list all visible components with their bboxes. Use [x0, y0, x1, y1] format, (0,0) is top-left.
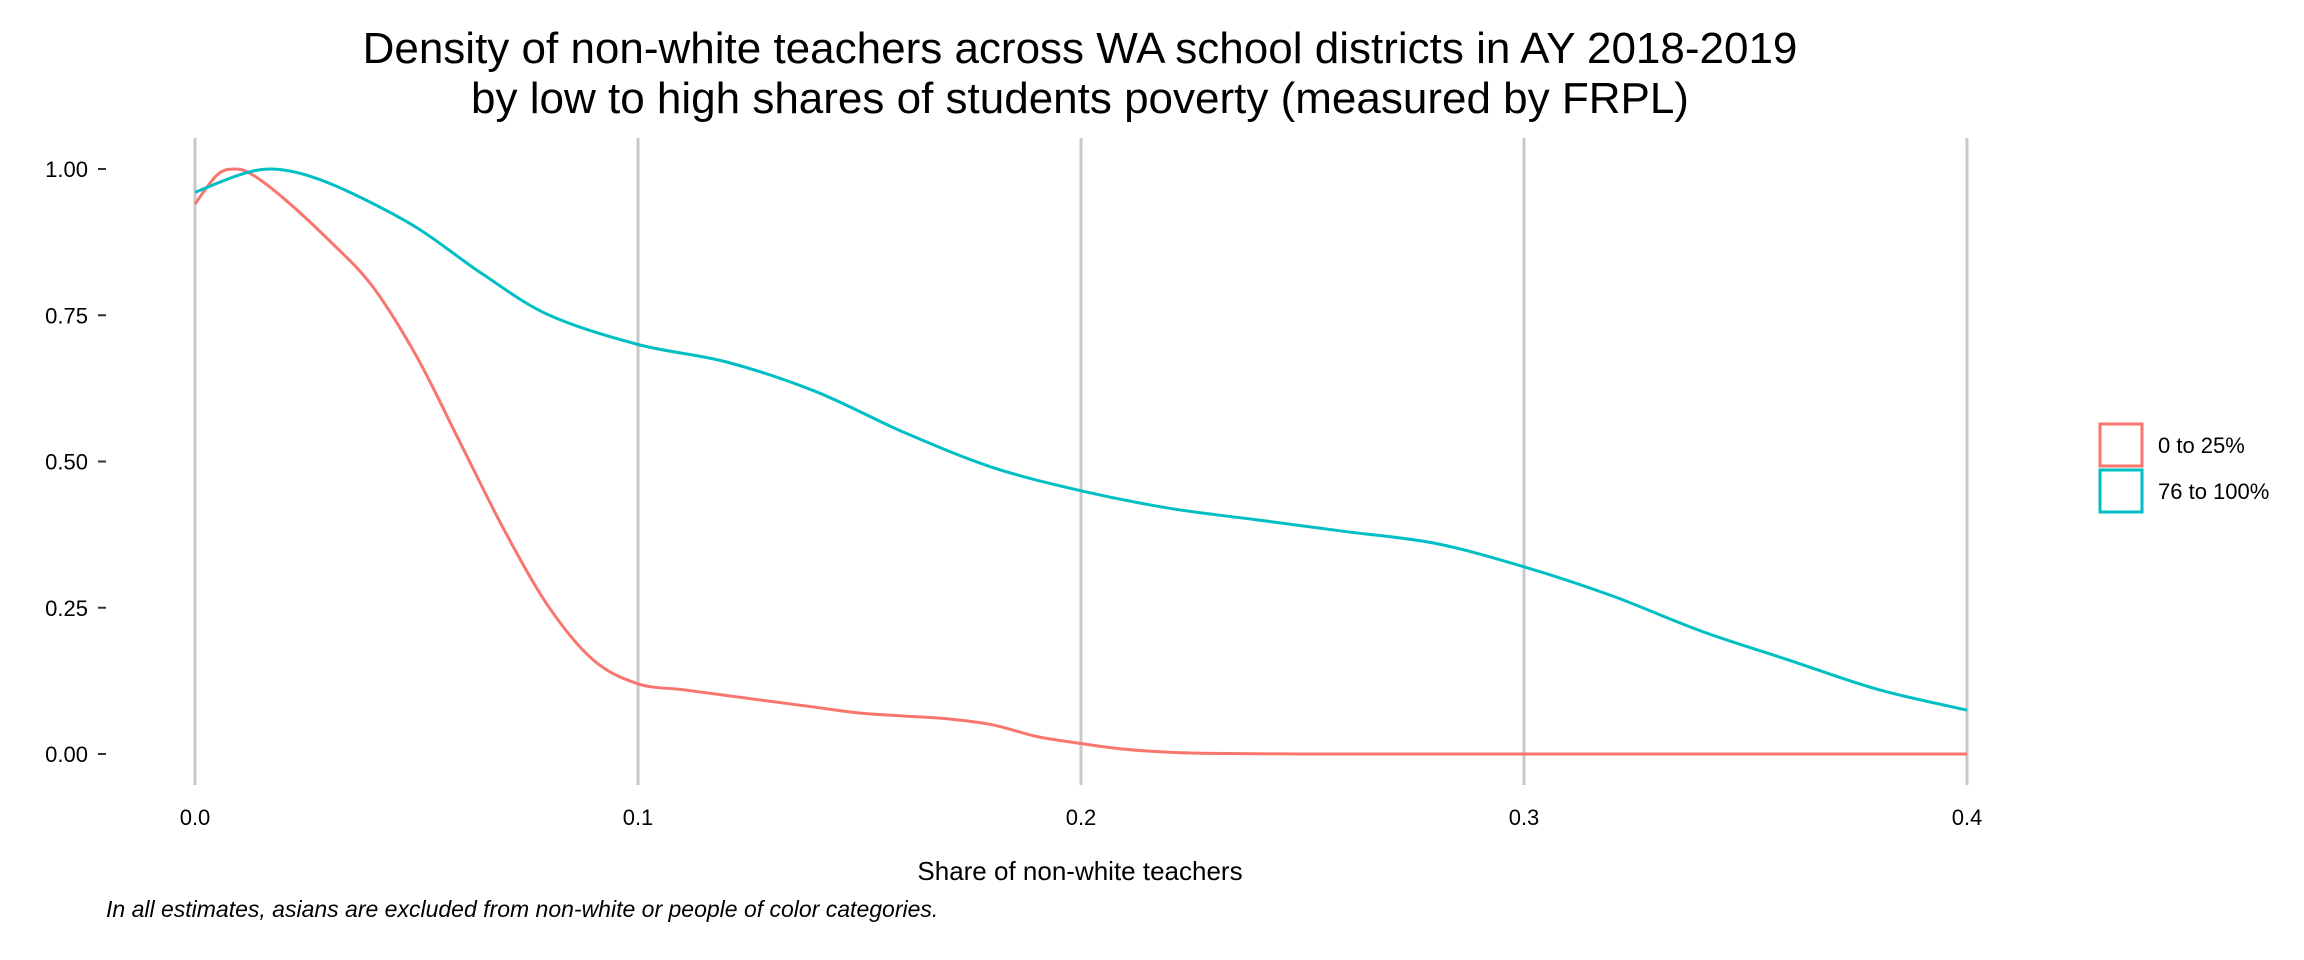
x-tick-label: 0.1 — [623, 805, 654, 830]
chart-title: Density of non-white teachers across WA … — [363, 24, 1798, 73]
y-axis: 0.00 0.25 0.50 0.75 1.00 — [45, 157, 106, 767]
x-axis: 0.0 0.1 0.2 0.3 0.4 — [180, 805, 1983, 830]
x-tick-label: 0.4 — [1952, 805, 1983, 830]
x-axis-title: Share of non-white teachers — [917, 856, 1242, 886]
legend-label: 76 to 100% — [2158, 479, 2269, 504]
gridlines — [193, 138, 1969, 785]
y-tick-label: 0.75 — [45, 303, 88, 328]
legend-key — [2098, 468, 2144, 514]
y-tick-label: 0.25 — [45, 596, 88, 621]
series-line-high-poverty — [194, 167, 1968, 712]
chart-caption: In all estimates, asians are excluded fr… — [106, 896, 938, 922]
y-tick-label: 1.00 — [45, 157, 88, 182]
legend-key — [2098, 422, 2144, 468]
legend: 0 to 25% 76 to 100% — [2098, 422, 2269, 514]
y-tick-label: 0.00 — [45, 742, 88, 767]
x-tick-label: 0.2 — [1066, 805, 1097, 830]
y-tick-label: 0.50 — [45, 450, 88, 475]
chart-subtitle: by low to high shares of students povert… — [471, 74, 1689, 123]
legend-label: 0 to 25% — [2158, 433, 2245, 458]
x-tick-label: 0.3 — [1509, 805, 1540, 830]
series-line-low-poverty — [193, 167, 1967, 756]
x-tick-label: 0.0 — [180, 805, 211, 830]
series-lines — [193, 167, 1968, 756]
